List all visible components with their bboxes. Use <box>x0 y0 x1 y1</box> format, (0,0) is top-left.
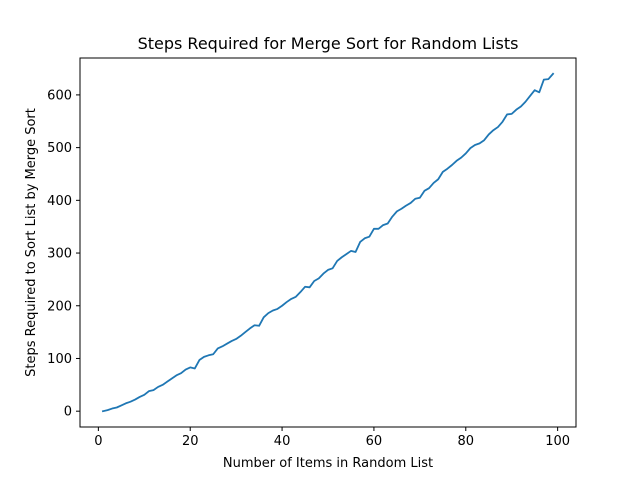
y-tick-label: 0 <box>64 405 72 420</box>
plot-frame <box>79 57 577 428</box>
x-tick-label: 40 <box>274 434 291 449</box>
y-axis-label: Steps Required to Sort List by Merge Sor… <box>24 108 39 377</box>
y-tick-label: 200 <box>47 299 72 314</box>
x-axis-label: Number of Items in Random List <box>223 456 433 471</box>
y-tick-label: 500 <box>47 141 72 156</box>
axis-ticks: 0 20 40 60 80 100 0 100 200 300 400 500 600 <box>47 88 570 449</box>
y-tick-label: 300 <box>47 247 72 262</box>
x-tick-label: 60 <box>366 434 383 449</box>
y-tick-label: 600 <box>47 88 72 103</box>
y-tick-label: 100 <box>47 352 72 367</box>
x-tick-label: 100 <box>545 434 570 449</box>
chart-title: Steps Required for Merge Sort for Random… <box>138 34 519 53</box>
x-tick-label: 80 <box>458 434 475 449</box>
series-line <box>101 72 555 413</box>
y-tick-label: 400 <box>47 194 72 209</box>
x-tick-label: 20 <box>182 434 199 449</box>
x-tick-label: 0 <box>94 434 102 449</box>
